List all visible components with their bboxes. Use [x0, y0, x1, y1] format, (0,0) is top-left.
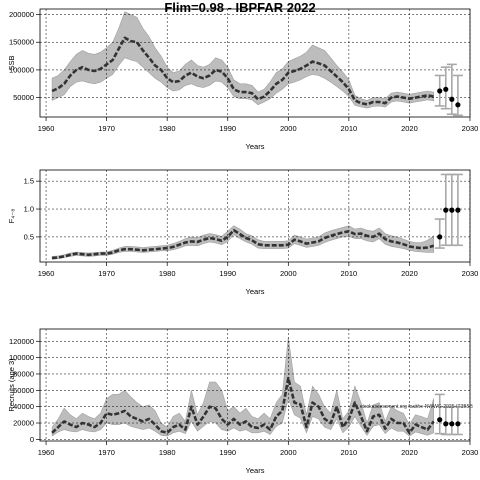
x-axis-label: Years [246, 142, 265, 151]
projection-point [455, 102, 461, 108]
y-tick-label: 150000 [9, 38, 34, 47]
projection-point [455, 421, 461, 427]
x-tick-label: 1960 [38, 448, 55, 457]
x-tick-label: 1990 [219, 269, 236, 278]
x-tick-label: 2010 [341, 448, 358, 457]
projection-point [449, 421, 455, 427]
confidence-band [51, 337, 435, 437]
x-axis-label: Years [246, 287, 265, 296]
y-tick-label: 20000 [13, 419, 34, 428]
y-tick-label: 80000 [13, 369, 34, 378]
x-tick-label: 2010 [341, 269, 358, 278]
projection-point [443, 421, 449, 427]
x-tick-label: 1990 [219, 448, 236, 457]
x-tick-label: 2020 [401, 448, 418, 457]
y-tick-label: 200000 [9, 10, 34, 19]
x-tick-label: 1960 [38, 269, 55, 278]
x-tick-label: 1980 [159, 448, 176, 457]
x-tick-label: 2010 [341, 124, 358, 133]
x-tick-label: 2000 [280, 448, 297, 457]
x-tick-label: 1990 [219, 124, 236, 133]
plot-frame [39, 8, 471, 118]
x-axis-label: Years [246, 466, 265, 475]
projection-point [449, 207, 455, 213]
projection-point [455, 207, 461, 213]
y-axis-label: SSB [7, 55, 16, 70]
y-tick-label: 100000 [9, 353, 34, 362]
x-tick-label: 2020 [401, 124, 418, 133]
y-tick-label: 60000 [13, 386, 34, 395]
x-tick-label: 1980 [159, 124, 176, 133]
x-tick-label: 1960 [38, 124, 55, 133]
y-tick-label: 120000 [9, 337, 34, 346]
panel-ssb: 1960 1970 1980 1990 2000 2010 2020 2030 Years 500… [7, 8, 479, 151]
y-tick-label: 1.0 [24, 205, 34, 214]
confidence-band [51, 11, 435, 109]
projection-point [443, 207, 449, 213]
estimate-line [51, 228, 435, 260]
plot-frame [39, 169, 471, 263]
figure-title: Flim=0.98 - IBPFAR 2022 [164, 0, 315, 15]
source-annotation: stockassessment.org fsaithe-NWWG-2025-IT… [360, 404, 473, 410]
projection-point [437, 88, 443, 94]
projection-point [437, 417, 443, 423]
projection-point [443, 86, 449, 92]
projection-point [437, 234, 443, 240]
y-tick-label: 40000 [13, 402, 34, 411]
projection-point [449, 96, 455, 102]
y-axis-label: Recruits (age 3) [7, 358, 16, 412]
y-tick-label: 0.5 [24, 232, 34, 241]
x-tick-label: 1980 [159, 269, 176, 278]
estimate-line [51, 36, 434, 106]
y-tick-label: 50000 [13, 93, 34, 102]
x-tick-label: 2030 [462, 448, 479, 457]
x-tick-label: 1970 [98, 269, 115, 278]
x-tick-label: 2030 [462, 269, 479, 278]
y-axis-label: F₄₋₈ [7, 209, 16, 224]
y-tick-label: 1.5 [24, 177, 34, 186]
x-tick-label: 2000 [280, 124, 297, 133]
panel-fishing-mortality: 1960 1970 1980 1990 2000 2010 2020 2030 Years 0.5… [7, 169, 479, 296]
plot-frame [39, 328, 471, 442]
x-tick-label: 2000 [280, 269, 297, 278]
x-tick-label: 2020 [401, 269, 418, 278]
y-tick-label: 100000 [9, 65, 34, 74]
y-tick-label: 0 [30, 435, 34, 444]
estimate-line [51, 376, 435, 435]
x-tick-label: 1970 [98, 448, 115, 457]
panel-recruitment: 1960 1970 1980 1990 2000 2010 2020 2030 Years 0 20… [7, 328, 479, 475]
x-tick-label: 1970 [98, 124, 115, 133]
x-tick-label: 2030 [462, 124, 479, 133]
